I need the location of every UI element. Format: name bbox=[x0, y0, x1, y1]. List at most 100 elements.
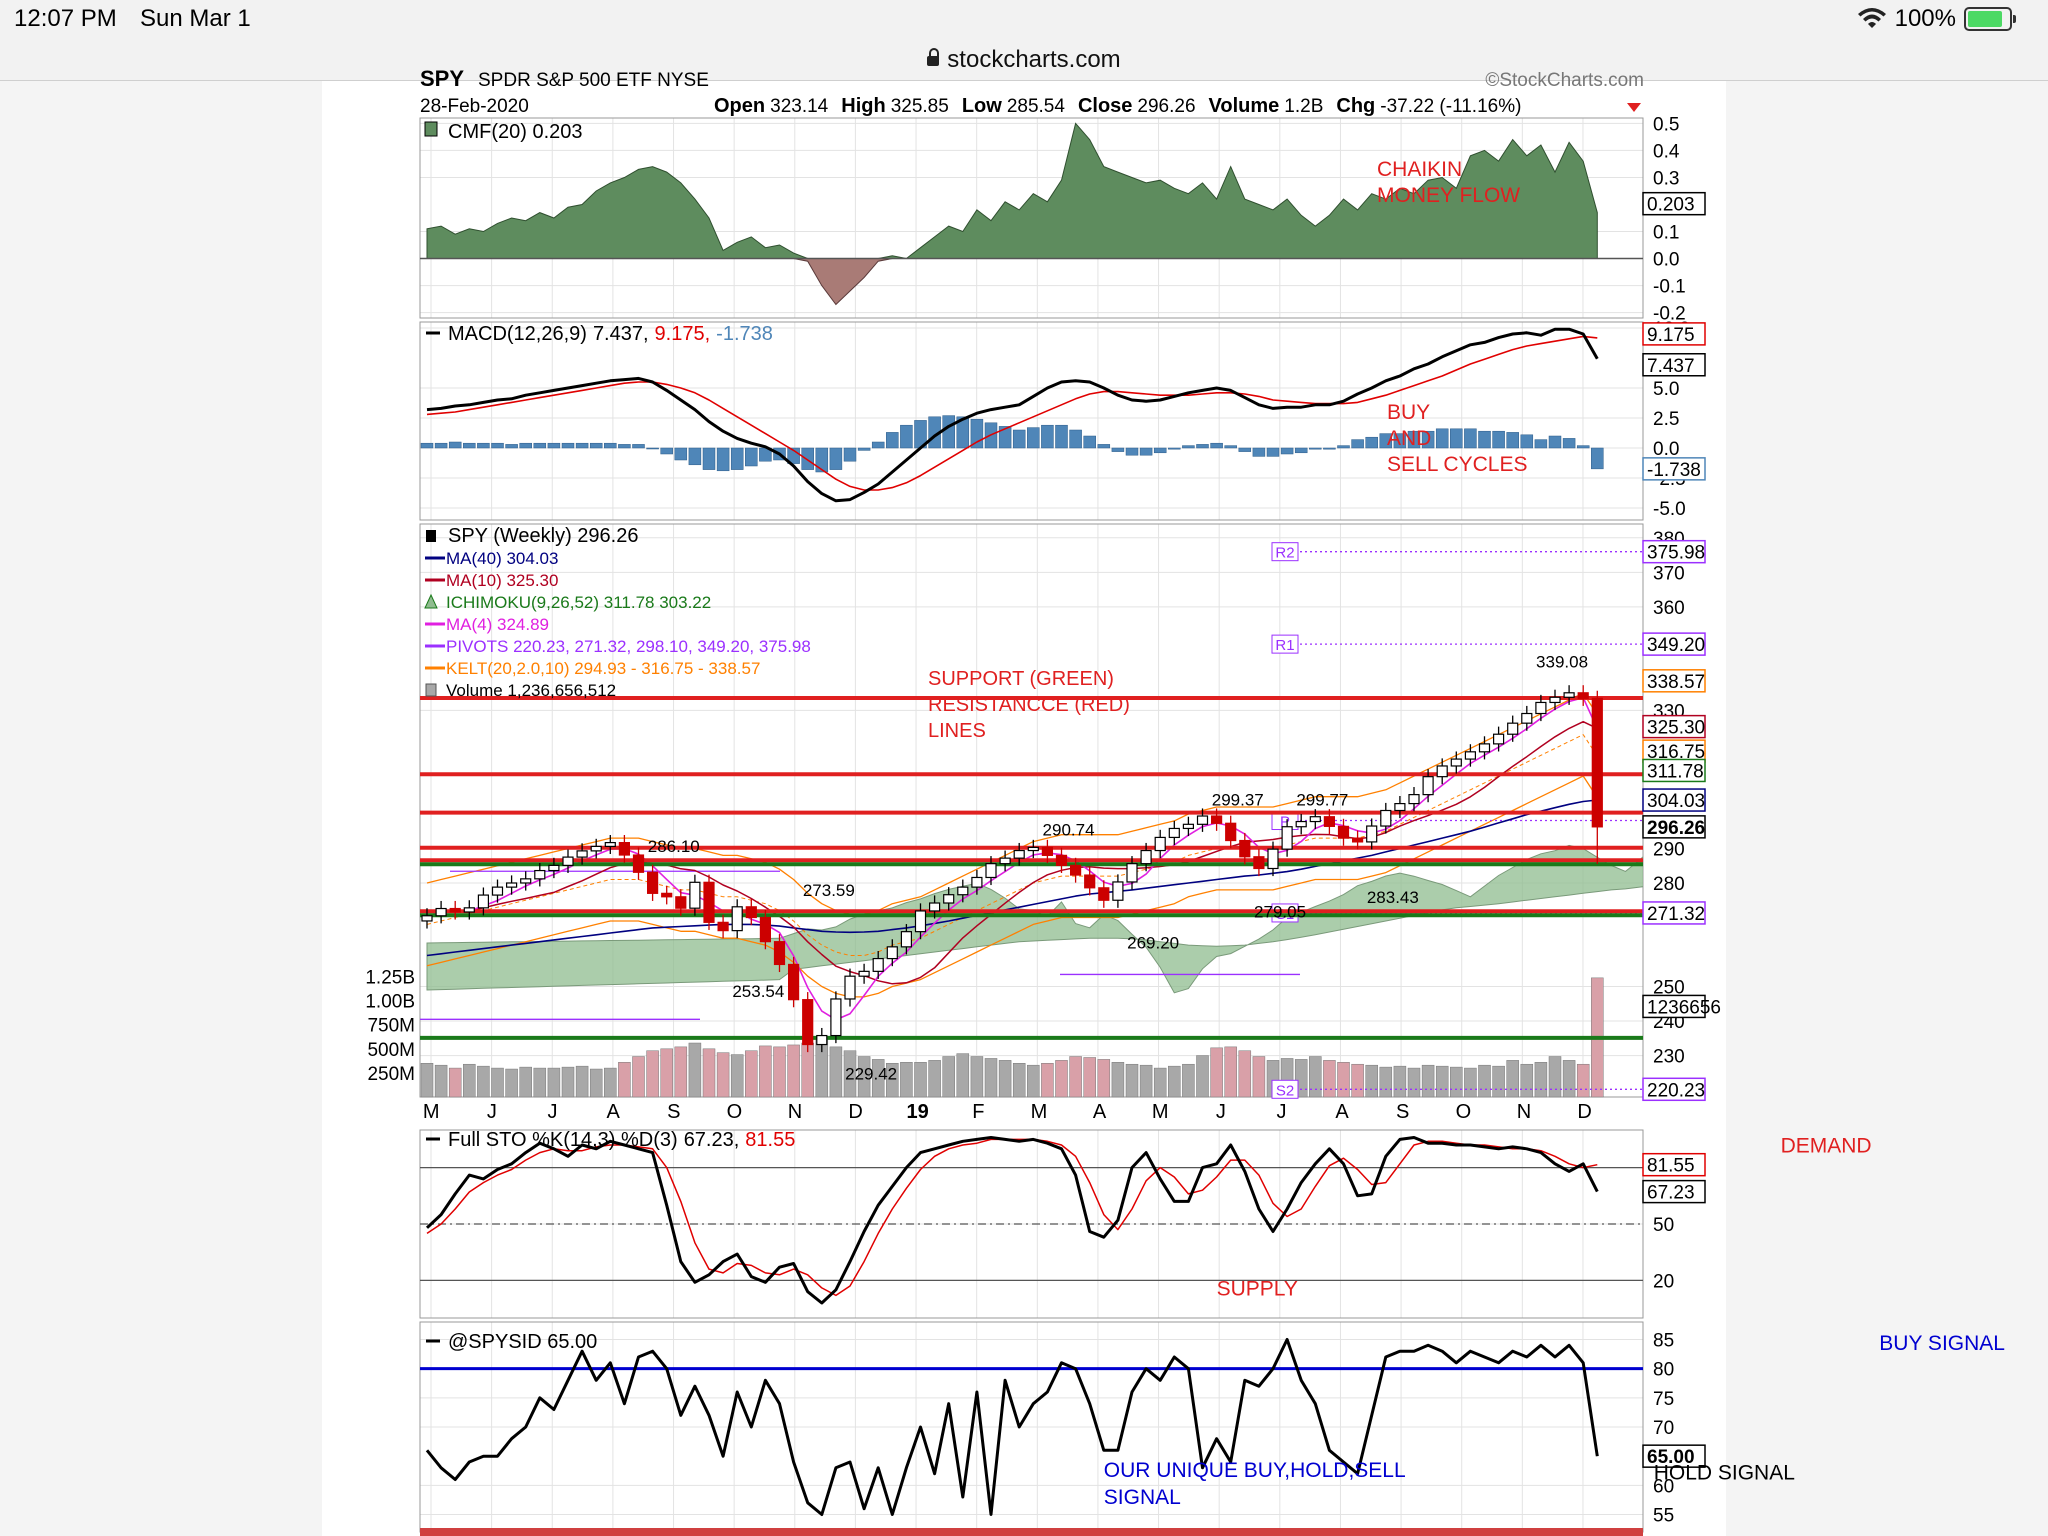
macd-last-value-1-box bbox=[1642, 353, 1706, 377]
sid-y-tick: 80 bbox=[1653, 1360, 1674, 1381]
macd-last-value-1: 7.437 bbox=[1642, 353, 1706, 377]
candle-body bbox=[435, 907, 447, 917]
candle-body bbox=[1521, 712, 1533, 724]
price-candle bbox=[943, 887, 955, 911]
candle-body bbox=[1422, 776, 1434, 796]
spysid-last-value: 65.00 bbox=[1642, 1444, 1706, 1468]
candle-body bbox=[520, 878, 532, 884]
macd-annotation-1: AND bbox=[1387, 427, 1431, 450]
candle-body bbox=[1492, 733, 1505, 745]
cmf-last-value-box bbox=[1642, 191, 1706, 216]
candle-body bbox=[491, 886, 504, 896]
price-candle bbox=[1295, 813, 1307, 835]
candle-body bbox=[1225, 822, 1237, 842]
candle-body bbox=[816, 1034, 828, 1046]
price-candle bbox=[1464, 744, 1477, 767]
volume-bar bbox=[900, 1062, 913, 1098]
x-axis-label: J bbox=[487, 1101, 497, 1123]
cmf-area-positive bbox=[426, 122, 1598, 260]
price-right-label-1-text: 349.20 bbox=[1647, 635, 1705, 656]
ohlc-value-open: 323.14 bbox=[770, 96, 829, 117]
price-candle bbox=[703, 874, 715, 930]
candle-body bbox=[1055, 854, 1068, 866]
macd-histogram-bar bbox=[660, 447, 673, 455]
macd-histogram-bar bbox=[1111, 447, 1125, 452]
candle-body bbox=[1069, 864, 1082, 876]
sto-last-value-1-box bbox=[1642, 1179, 1706, 1204]
x-axis-label: A bbox=[1335, 1101, 1349, 1123]
price-label: 290.74 bbox=[1043, 821, 1095, 840]
macd-histogram-bar bbox=[1069, 429, 1082, 449]
battery-icon bbox=[1964, 7, 2016, 31]
volume-y-tick: 250M bbox=[367, 1064, 415, 1085]
macd-histogram-bar bbox=[1379, 433, 1393, 449]
sto-last-value-0-text: 81.55 bbox=[1647, 1156, 1695, 1177]
cmf-last-value: 0.203 bbox=[1642, 191, 1706, 216]
macd-histogram-bar bbox=[1196, 444, 1209, 449]
macd-histogram-bar bbox=[1012, 429, 1026, 449]
cmf-y-tick: 0.0 bbox=[1653, 250, 1679, 271]
price-candle bbox=[1351, 830, 1364, 850]
price-candle bbox=[773, 934, 786, 973]
candle-body bbox=[1366, 825, 1378, 843]
macd-histogram-bar bbox=[575, 442, 589, 449]
macd-histogram-bar bbox=[900, 424, 913, 449]
macd-histogram-bar bbox=[477, 442, 490, 449]
price-candle bbox=[1098, 880, 1110, 908]
price-candle bbox=[1041, 839, 1054, 863]
price-candle bbox=[675, 889, 687, 916]
macd-last-value-2-box bbox=[1642, 457, 1706, 481]
candle-body bbox=[477, 894, 489, 909]
x-axis-label: J bbox=[1216, 1101, 1226, 1123]
price-legend-6: KELT(20,2.0,10) 294.93 - 316.75 - 338.57 bbox=[446, 659, 760, 678]
price-candle bbox=[1253, 849, 1265, 877]
url-display[interactable]: stockcharts.com bbox=[0, 46, 2048, 74]
price-right-label-9-box bbox=[1642, 1077, 1706, 1102]
volume-bar bbox=[589, 1068, 603, 1098]
x-axis-label: A bbox=[1093, 1101, 1107, 1123]
price-candle bbox=[1521, 705, 1533, 731]
price-candle bbox=[914, 903, 927, 940]
price-candle bbox=[1027, 839, 1039, 859]
macd-histogram-bar bbox=[1266, 447, 1280, 457]
candle-body bbox=[943, 894, 955, 904]
candle-body bbox=[1436, 765, 1448, 778]
price-candle bbox=[1225, 815, 1237, 849]
cmf-area-negative bbox=[426, 258, 1598, 306]
volume-right-label-box bbox=[1642, 994, 1706, 1019]
price-label: 299.37 bbox=[1212, 791, 1264, 810]
volume-y-tick: 1.00B bbox=[365, 992, 415, 1013]
volume-bar bbox=[1534, 1062, 1548, 1098]
price-candle bbox=[1408, 787, 1420, 812]
volume-bar bbox=[942, 1056, 955, 1098]
candle-body bbox=[745, 906, 757, 919]
sto-last-value-0: 81.55 bbox=[1642, 1152, 1706, 1177]
price-candle bbox=[646, 864, 659, 901]
candle-body bbox=[830, 998, 842, 1037]
spysid-annotation-1: OUR UNIQUE BUY,HOLD,SELL bbox=[1104, 1459, 1406, 1482]
sid-y-tick: 55 bbox=[1653, 1506, 1674, 1527]
price-candle bbox=[534, 862, 546, 887]
price-right-label-1: 349.20 bbox=[1642, 632, 1706, 656]
price-candle bbox=[548, 857, 560, 879]
macd-histogram-bar bbox=[1055, 424, 1068, 449]
sto-y-axis: 50 20 bbox=[1653, 1215, 1674, 1292]
volume-bar bbox=[773, 1046, 786, 1098]
candle-body bbox=[1478, 743, 1491, 753]
address-bar[interactable]: stockcharts.com bbox=[0, 40, 2048, 81]
price-legend-0: SPY (Weekly) 296.26 bbox=[448, 525, 638, 547]
price-label: 339.08 bbox=[1536, 652, 1588, 671]
price-right-label-6-box bbox=[1642, 788, 1706, 812]
chart-date: 28-Feb-2020 bbox=[420, 96, 529, 117]
price-candle bbox=[1140, 842, 1152, 872]
price-candle bbox=[731, 899, 743, 939]
macd-histogram-bar bbox=[1576, 445, 1590, 449]
candle-body bbox=[872, 957, 884, 972]
volume-bar bbox=[1464, 1067, 1477, 1098]
macd-histogram-bar bbox=[702, 447, 716, 470]
ohlc-label-open: Open bbox=[714, 95, 765, 117]
volume-bar bbox=[716, 1052, 730, 1098]
price-candle bbox=[928, 895, 941, 919]
sid-y-tick: 70 bbox=[1653, 1418, 1674, 1439]
volume-y-tick: 750M bbox=[367, 1016, 415, 1037]
